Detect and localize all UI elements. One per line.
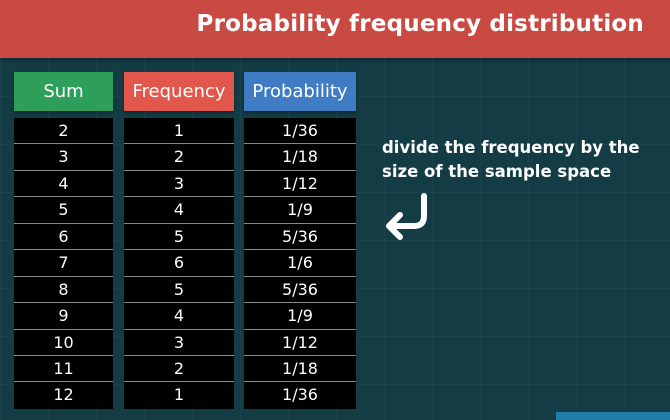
frequency-cell: 2 <box>124 144 234 171</box>
frequency-cell: 6 <box>124 250 234 277</box>
page-title: Probability frequency distribution <box>196 11 644 37</box>
sum-cell: 6 <box>14 224 113 251</box>
probability-cell: 5/36 <box>244 224 356 251</box>
sum-cell: 9 <box>14 303 113 330</box>
frequency-cell: 4 <box>124 197 234 224</box>
probability-header: Probability <box>244 72 356 111</box>
probability-cell: 1/9 <box>244 197 356 224</box>
probability-cell: 1/12 <box>244 330 356 356</box>
probability-cell: 1/18 <box>244 356 356 383</box>
probability-cell: 1/18 <box>244 144 356 171</box>
probability-cell: 1/36 <box>244 118 356 145</box>
sum-header: Sum <box>14 72 113 111</box>
probability-cell: 5/36 <box>244 277 356 304</box>
sum-column: Sum 2 3 4 5 6 7 8 9 10 11 12 <box>14 72 113 409</box>
sum-cell: 12 <box>53 385 74 405</box>
sum-cell: 3 <box>14 144 113 171</box>
frequency-header: Frequency <box>124 72 234 111</box>
probability-column: Probability 1/36 1/18 1/12 1/9 5/36 1/6 … <box>244 72 356 409</box>
frequency-cell: 1 <box>124 118 234 145</box>
probability-cell: 1/6 <box>244 250 356 277</box>
probability-cell: 1/9 <box>244 303 356 330</box>
instruction-note: divide the frequency by the size of the … <box>382 138 640 181</box>
sum-cell: 11 <box>14 356 113 383</box>
frequency-cell: 5 <box>124 224 234 251</box>
sum-cell: 5 <box>14 197 113 224</box>
return-arrow-icon <box>386 193 427 240</box>
probability-cell: 1/36 <box>282 385 318 405</box>
frequency-cell: 5 <box>124 277 234 304</box>
sum-cell: 10 <box>14 330 113 356</box>
corner-decoration <box>556 412 670 420</box>
frequency-cell: 1 <box>173 385 185 405</box>
frequency-cell: 2 <box>124 356 234 383</box>
frequency-cell: 3 <box>124 171 234 198</box>
frequency-column: Frequency 1 2 3 4 5 6 5 4 3 2 1 <box>124 72 234 409</box>
sum-cell: 8 <box>14 277 113 304</box>
probability-cell: 1/12 <box>244 171 356 198</box>
frequency-cell: 4 <box>124 303 234 330</box>
title-banner: Probability frequency distribution <box>0 0 670 58</box>
sum-cell: 2 <box>14 118 113 145</box>
sum-cells: 2 3 4 5 6 7 8 9 10 11 12 <box>14 118 113 409</box>
frequency-cells: 1 2 3 4 5 6 5 4 3 2 1 <box>124 118 234 409</box>
frequency-cell: 3 <box>124 330 234 356</box>
sum-cell: 7 <box>14 250 113 277</box>
sum-cell: 4 <box>14 171 113 198</box>
probability-cells: 1/36 1/18 1/12 1/9 5/36 1/6 5/36 1/9 1/1… <box>244 118 356 409</box>
